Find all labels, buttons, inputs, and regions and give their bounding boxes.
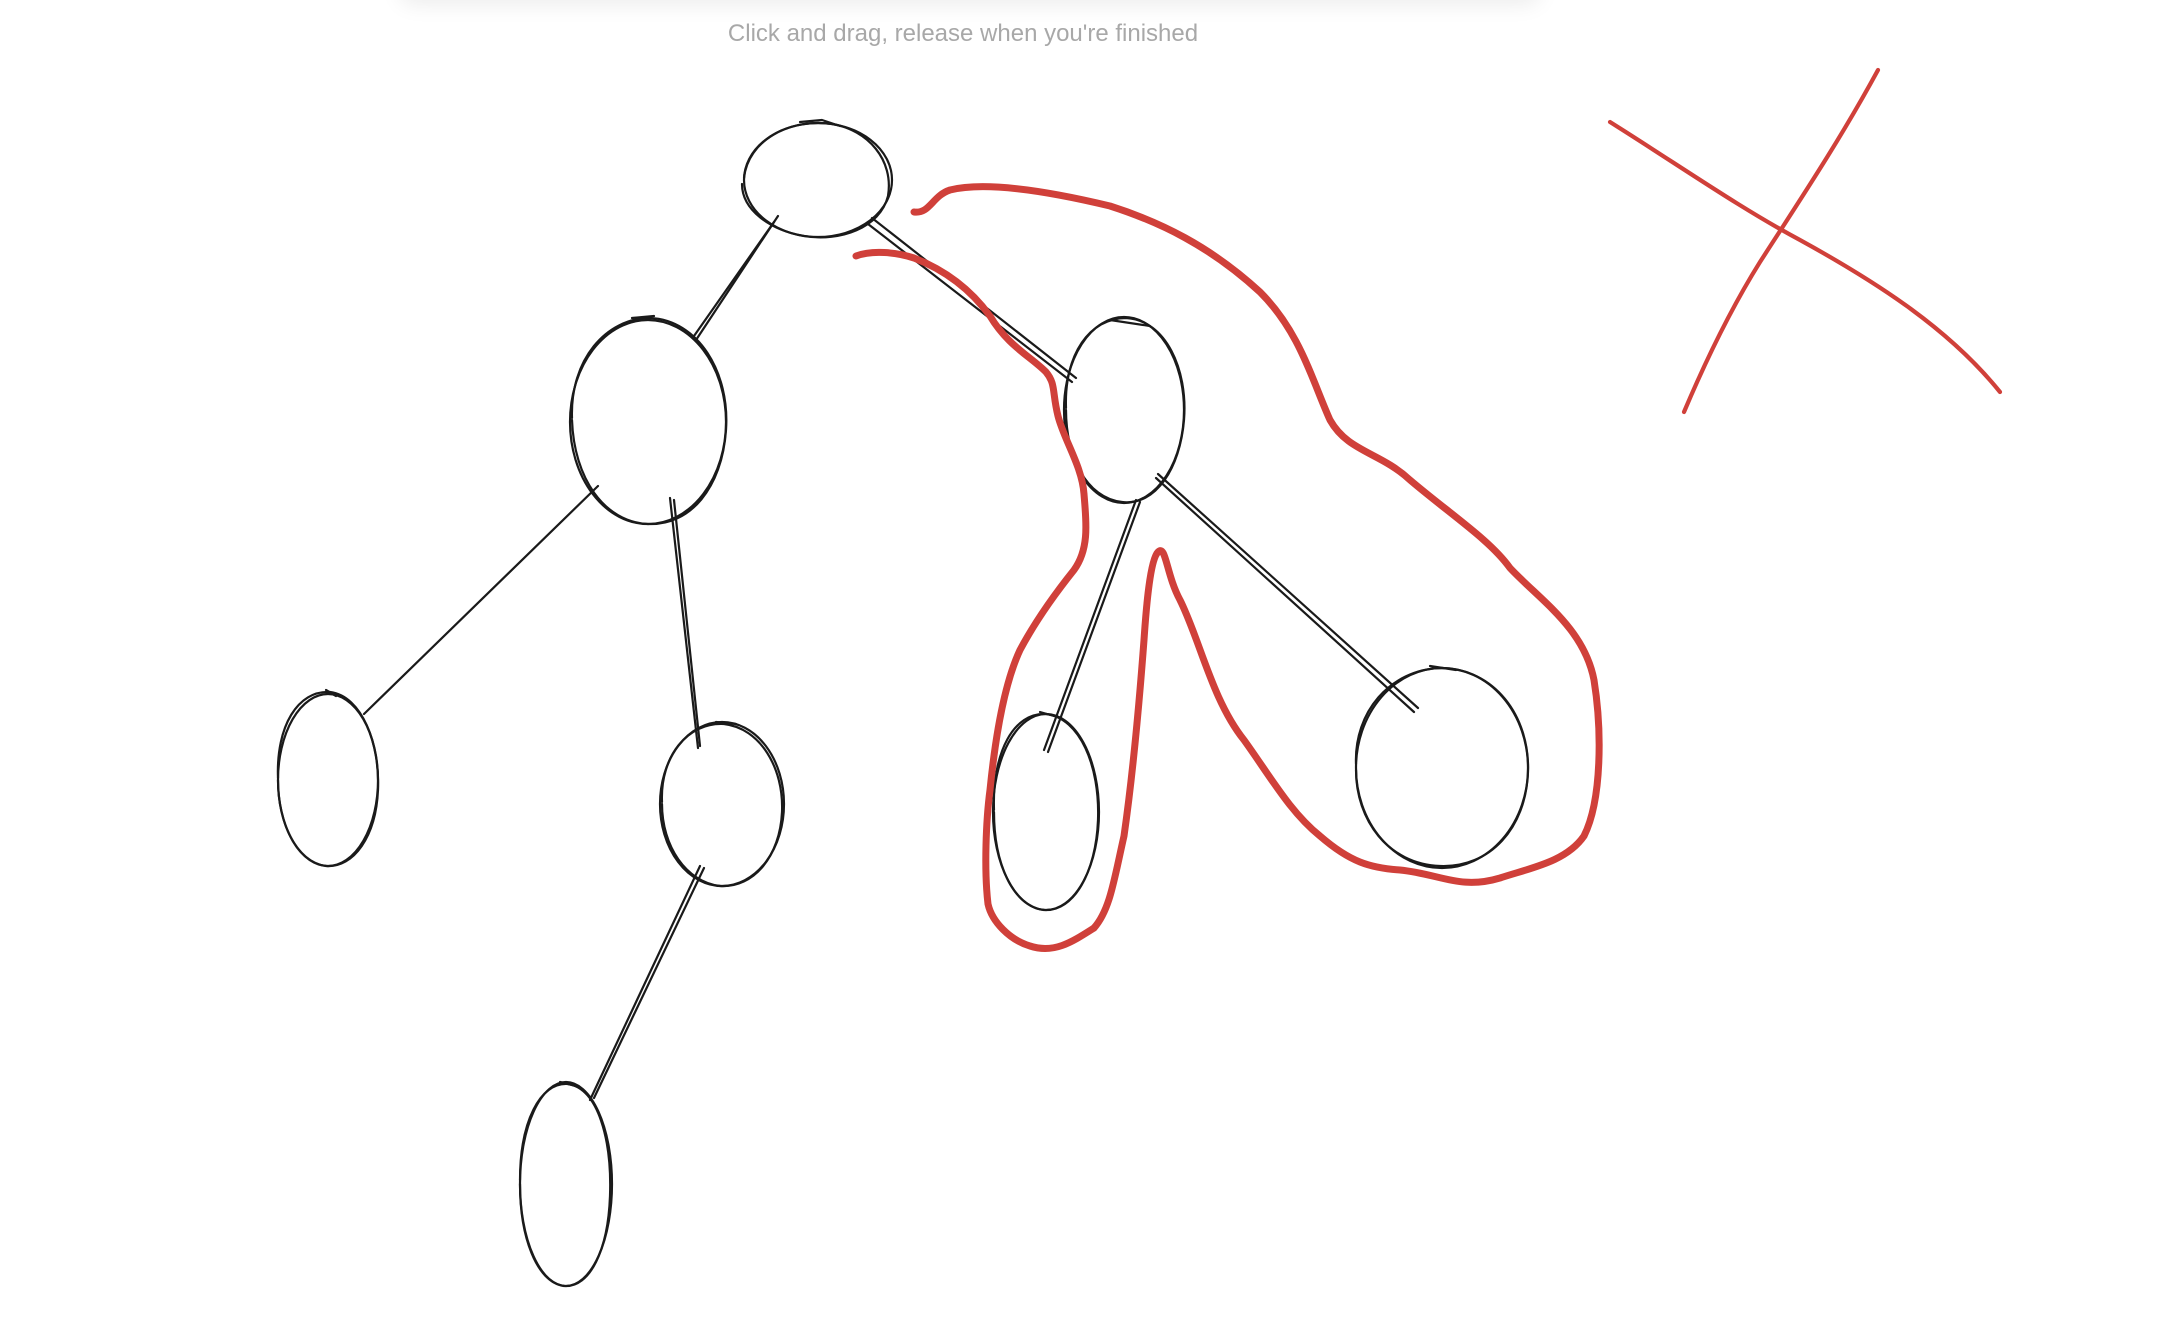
tree-node-root xyxy=(740,118,894,239)
tree-edges xyxy=(362,214,1420,1102)
tree-node-bottom xyxy=(518,1080,614,1288)
tree-node-left xyxy=(568,314,728,526)
tree-node-right xyxy=(1062,315,1186,505)
lasso-stroke-outer xyxy=(852,183,1603,953)
tree-node-left-left xyxy=(276,688,380,868)
tree-sketch xyxy=(276,118,1530,1288)
x-stroke-1 xyxy=(1607,119,2003,395)
red-x-mark xyxy=(1607,67,2003,415)
tree-node-right-right xyxy=(1354,664,1530,870)
lasso-hint-text: Click and drag, release when you're fini… xyxy=(727,20,1199,47)
x-stroke-2 xyxy=(1681,67,1881,415)
tree-node-right-left xyxy=(991,710,1101,912)
tree-node-left-right xyxy=(658,720,786,888)
lasso-selection xyxy=(852,183,1603,953)
